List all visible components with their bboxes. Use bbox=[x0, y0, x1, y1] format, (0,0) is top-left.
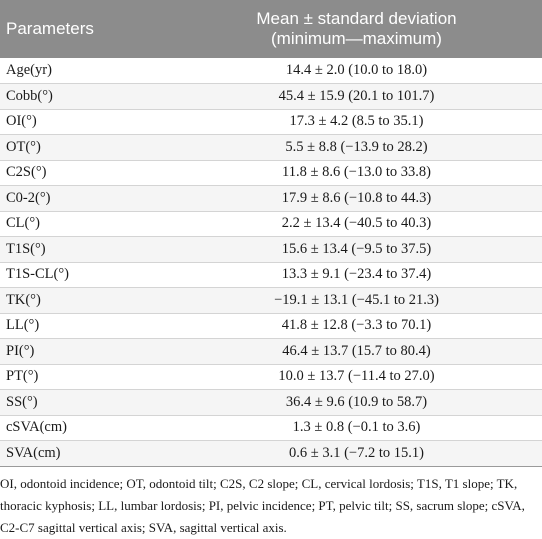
table-row: cSVA(cm) 1.3 ± 0.8 (−0.1 to 3.6) bbox=[0, 415, 542, 441]
row-parameter: OT(°) bbox=[0, 134, 171, 161]
table-row: SVA(cm) 0.6 ± 3.1 (−7.2 to 15.1) bbox=[0, 440, 542, 467]
header-row: Parameters Mean ± standard deviation (mi… bbox=[0, 0, 542, 58]
row-statistic: 10.0 ± 13.7 (−11.4 to 27.0) bbox=[171, 364, 542, 390]
row-statistic: −19.1 ± 13.1 (−45.1 to 21.3) bbox=[171, 287, 542, 314]
row-parameter: T1S-CL(°) bbox=[0, 262, 171, 288]
table-header: Parameters Mean ± standard deviation (mi… bbox=[0, 0, 542, 58]
row-statistic: 45.4 ± 15.9 (20.1 to 101.7) bbox=[171, 83, 542, 110]
header-mean-sd: Mean ± standard deviation (minimum—maxim… bbox=[171, 0, 542, 58]
table-row: T1S-CL(°) 13.3 ± 9.1 (−23.4 to 37.4) bbox=[0, 262, 542, 288]
data-table-container: Parameters Mean ± standard deviation (mi… bbox=[0, 0, 542, 467]
row-statistic: 17.3 ± 4.2 (8.5 to 35.1) bbox=[171, 109, 542, 135]
table-row: PI(°) 46.4 ± 13.7 (15.7 to 80.4) bbox=[0, 338, 542, 365]
row-statistic: 46.4 ± 13.7 (15.7 to 80.4) bbox=[171, 338, 542, 365]
row-statistic: 2.2 ± 13.4 (−40.5 to 40.3) bbox=[171, 211, 542, 237]
row-parameter: Age(yr) bbox=[0, 58, 171, 84]
row-statistic: 17.9 ± 8.6 (−10.8 to 44.3) bbox=[171, 185, 542, 212]
row-statistic: 36.4 ± 9.6 (10.9 to 58.7) bbox=[171, 389, 542, 416]
table-row: OI(°) 17.3 ± 4.2 (8.5 to 35.1) bbox=[0, 109, 542, 135]
parameters-table: Parameters Mean ± standard deviation (mi… bbox=[0, 0, 542, 467]
row-parameter: SVA(cm) bbox=[0, 440, 171, 467]
row-parameter: C0-2(°) bbox=[0, 185, 171, 212]
table-row: OT(°) 5.5 ± 8.8 (−13.9 to 28.2) bbox=[0, 134, 542, 161]
table-row: PT(°) 10.0 ± 13.7 (−11.4 to 27.0) bbox=[0, 364, 542, 390]
row-parameter: cSVA(cm) bbox=[0, 415, 171, 441]
table-row: C2S(°) 11.8 ± 8.6 (−13.0 to 33.8) bbox=[0, 160, 542, 186]
row-statistic: 1.3 ± 0.8 (−0.1 to 3.6) bbox=[171, 415, 542, 441]
table-body: Age(yr) 14.4 ± 2.0 (10.0 to 18.0) Cobb(°)… bbox=[0, 58, 542, 467]
row-parameter: T1S(°) bbox=[0, 236, 171, 263]
row-parameter: OI(°) bbox=[0, 109, 171, 135]
row-statistic: 5.5 ± 8.8 (−13.9 to 28.2) bbox=[171, 134, 542, 161]
table-row: LL(°) 41.8 ± 12.8 (−3.3 to 70.1) bbox=[0, 313, 542, 339]
table-row: TK(°) −19.1 ± 13.1 (−45.1 to 21.3) bbox=[0, 287, 542, 314]
table-row: SS(°) 36.4 ± 9.6 (10.9 to 58.7) bbox=[0, 389, 542, 416]
row-statistic: 0.6 ± 3.1 (−7.2 to 15.1) bbox=[171, 440, 542, 467]
row-parameter: SS(°) bbox=[0, 389, 171, 416]
row-parameter: Cobb(°) bbox=[0, 83, 171, 110]
row-statistic: 41.8 ± 12.8 (−3.3 to 70.1) bbox=[171, 313, 542, 339]
table-row: CL(°) 2.2 ± 13.4 (−40.5 to 40.3) bbox=[0, 211, 542, 237]
header-mean-sd-line2: (minimum—maximum) bbox=[271, 29, 442, 48]
table-row: Age(yr) 14.4 ± 2.0 (10.0 to 18.0) bbox=[0, 58, 542, 84]
row-statistic: 14.4 ± 2.0 (10.0 to 18.0) bbox=[171, 58, 542, 84]
header-parameters: Parameters bbox=[6, 19, 94, 38]
row-statistic: 13.3 ± 9.1 (−23.4 to 37.4) bbox=[171, 262, 542, 288]
table-row: C0-2(°) 17.9 ± 8.6 (−10.8 to 44.3) bbox=[0, 185, 542, 212]
row-parameter: LL(°) bbox=[0, 313, 171, 339]
row-parameter: C2S(°) bbox=[0, 160, 171, 186]
row-parameter: PI(°) bbox=[0, 338, 171, 365]
table-footnote: OI, odontoid incidence; OT, odontoid til… bbox=[0, 476, 525, 535]
table-row: Cobb(°) 45.4 ± 15.9 (20.1 to 101.7) bbox=[0, 83, 542, 110]
row-parameter: TK(°) bbox=[0, 287, 171, 314]
row-statistic: 11.8 ± 8.6 (−13.0 to 33.8) bbox=[171, 160, 542, 186]
header-mean-sd-line1: Mean ± standard deviation bbox=[256, 9, 457, 28]
row-parameter: PT(°) bbox=[0, 364, 171, 390]
row-parameter: CL(°) bbox=[0, 211, 171, 237]
row-statistic: 15.6 ± 13.4 (−9.5 to 37.5) bbox=[171, 236, 542, 263]
table-row: T1S(°) 15.6 ± 13.4 (−9.5 to 37.5) bbox=[0, 236, 542, 263]
